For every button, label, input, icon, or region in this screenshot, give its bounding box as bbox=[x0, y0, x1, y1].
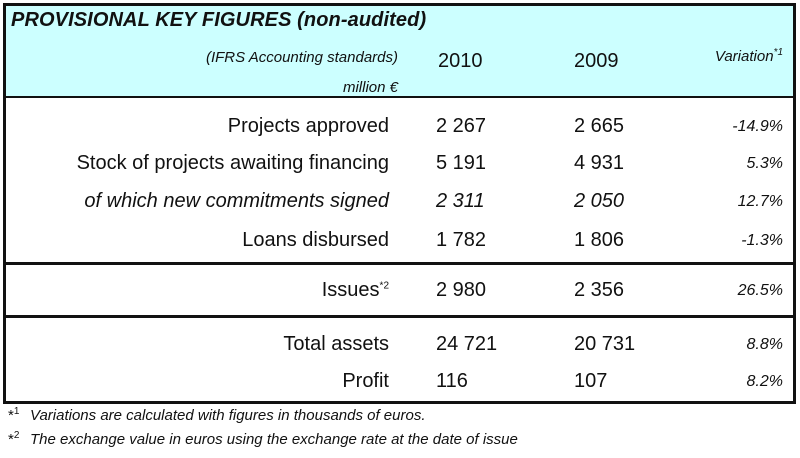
accounting-standards-label: (IFRS Accounting standards) bbox=[205, 49, 398, 66]
footnote-ref-1: *1 bbox=[773, 47, 783, 58]
section-divider bbox=[6, 315, 793, 318]
table-row: Projects approved 2 267 2 665 -14.9% bbox=[227, 115, 783, 137]
unit-label: million € bbox=[342, 79, 398, 96]
section-divider bbox=[6, 262, 793, 265]
footnote-1: *1 Variations are calculated with figures… bbox=[8, 406, 426, 425]
column-header-variation: Variation*1 bbox=[714, 47, 783, 66]
table-row: Stock of projects awaiting financing 5 1… bbox=[76, 152, 783, 174]
column-header-2010: 2010 bbox=[438, 50, 483, 72]
table-header: PROVISIONAL KEY FIGURES (non-audited) (I… bbox=[6, 6, 793, 98]
table-row: Total assets 24 721 20 731 8.8% bbox=[283, 333, 783, 355]
table-row: Issues*2 2 980 2 356 26.5% bbox=[321, 279, 783, 301]
footnote-2: *2 The exchange value in euros using the … bbox=[8, 430, 518, 449]
table-row: of which new commitments signed 2 311 2 … bbox=[84, 190, 783, 212]
key-figures-table: PROVISIONAL KEY FIGURES (non-audited) (I… bbox=[3, 3, 796, 404]
column-header-2009: 2009 bbox=[574, 50, 619, 72]
table-title: PROVISIONAL KEY FIGURES (non-audited) bbox=[11, 9, 427, 31]
footnote-ref-2: *2 bbox=[379, 280, 389, 292]
table-row: Profit 116 107 8.2% bbox=[342, 370, 783, 392]
table-row: Loans disbursed 1 782 1 806 -1.3% bbox=[242, 229, 783, 251]
